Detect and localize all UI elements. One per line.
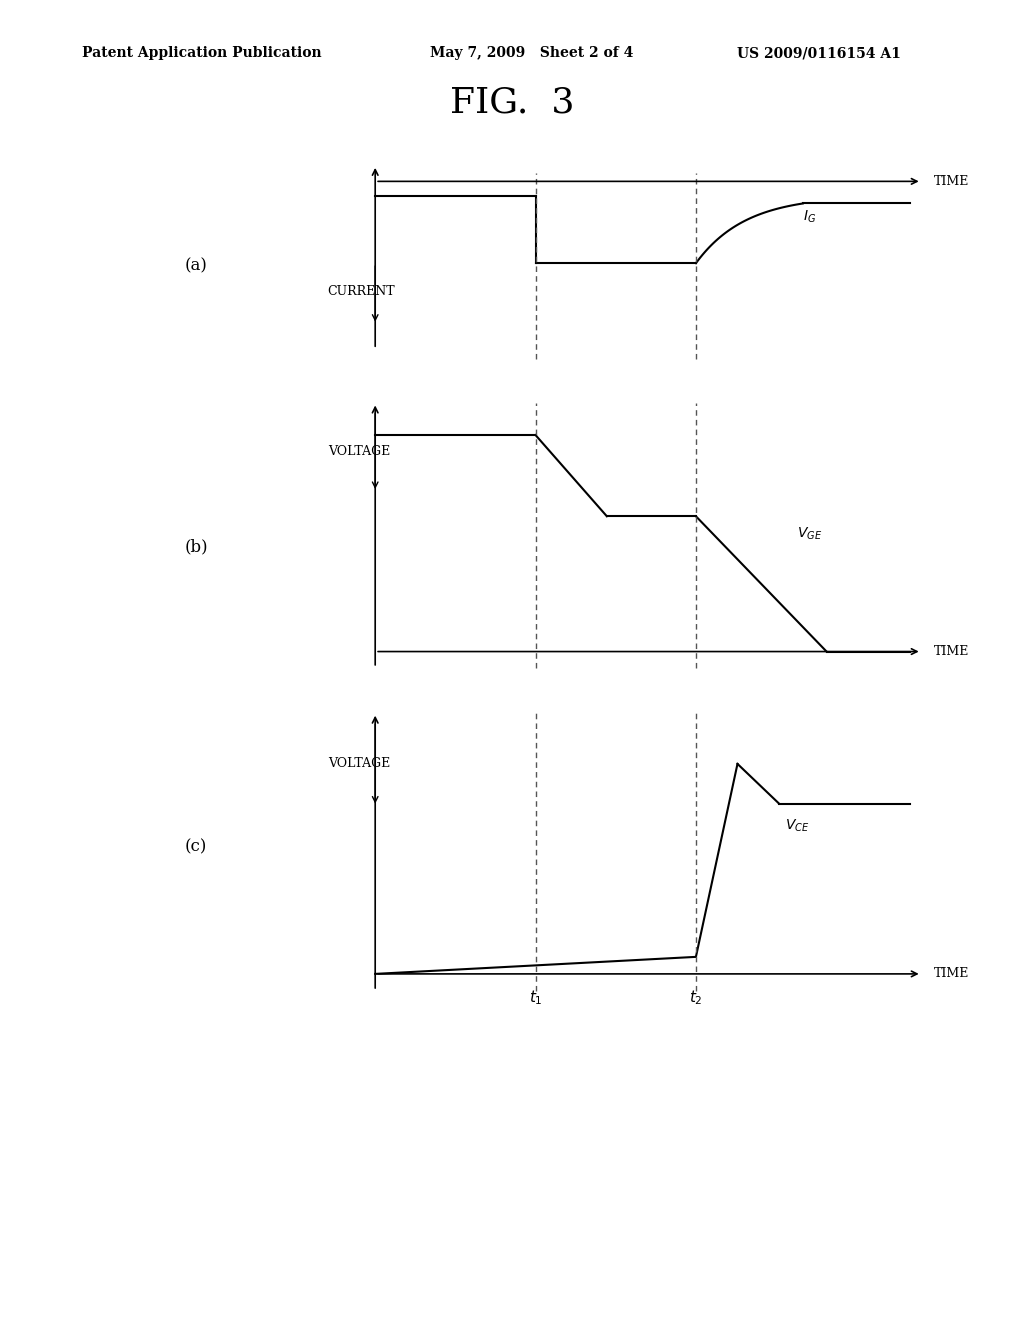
- Text: (b): (b): [184, 539, 208, 556]
- Text: (a): (a): [184, 257, 207, 275]
- Text: $t_2$: $t_2$: [689, 989, 702, 1007]
- Text: TIME: TIME: [934, 645, 969, 659]
- Text: TIME: TIME: [934, 968, 969, 981]
- Text: VOLTAGE: VOLTAGE: [328, 445, 390, 458]
- Text: (c): (c): [184, 838, 207, 855]
- Text: $V_{GE}$: $V_{GE}$: [797, 525, 822, 543]
- Text: TIME: TIME: [934, 174, 969, 187]
- Text: May 7, 2009   Sheet 2 of 4: May 7, 2009 Sheet 2 of 4: [430, 46, 634, 61]
- Text: FIG.  3: FIG. 3: [450, 86, 574, 119]
- Text: Patent Application Publication: Patent Application Publication: [82, 46, 322, 61]
- Text: $t_1$: $t_1$: [528, 989, 543, 1007]
- Text: $V_{CE}$: $V_{CE}$: [785, 817, 809, 833]
- Text: $I_G$: $I_G$: [803, 209, 816, 224]
- Text: CURRENT: CURRENT: [328, 285, 395, 298]
- Text: US 2009/0116154 A1: US 2009/0116154 A1: [737, 46, 901, 61]
- Text: VOLTAGE: VOLTAGE: [328, 758, 390, 771]
